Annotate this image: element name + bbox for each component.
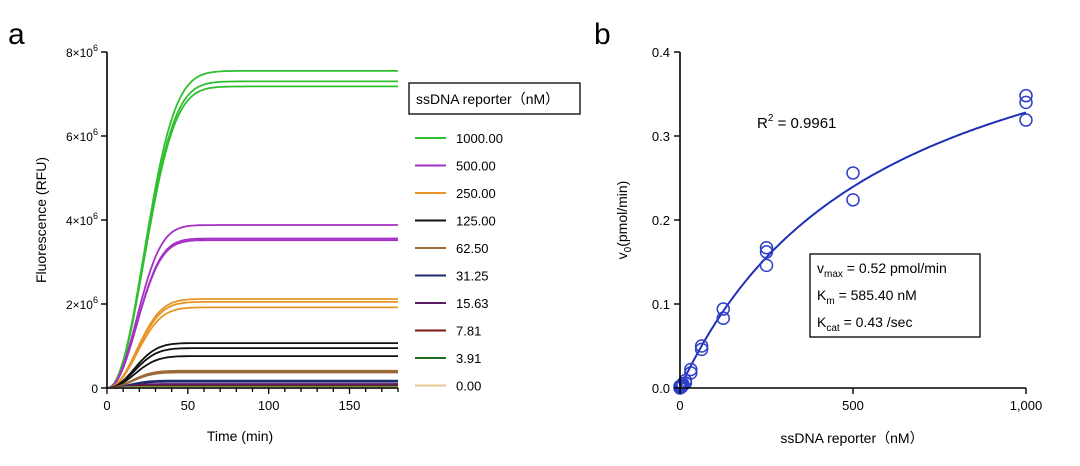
legend-title-box xyxy=(408,82,581,115)
data-point-21 xyxy=(1019,88,1033,103)
legend-label-62.50: 62.50 xyxy=(456,241,489,256)
panel-label-a: a xyxy=(8,18,25,51)
legend-label-250.00: 250.00 xyxy=(456,186,496,201)
y-tick-label: 0.4 xyxy=(652,45,670,60)
x-tick-label: 1,000 xyxy=(1010,398,1043,413)
data-point-8 xyxy=(684,366,698,380)
y-tick-label: 0.1 xyxy=(652,297,670,312)
curve-500.00-rep2 xyxy=(106,237,398,389)
x-tick-label: 500 xyxy=(842,398,864,413)
param-kcat: Kcat = 0.43 /sec xyxy=(817,314,912,334)
x-tick-label: 0 xyxy=(676,398,683,413)
data-point-14 xyxy=(759,258,774,273)
panel-a-x-label: Time (min) xyxy=(207,428,273,444)
panel-a-legend: 1000.00 500.00 250.00 125.00 62.50 31.25 15.63… xyxy=(415,131,503,394)
y-tick-label: 4×106 xyxy=(66,211,98,228)
legend-label-1000.00: 1000.00 xyxy=(456,131,503,146)
param-km: Km = 585.40 nM xyxy=(817,287,917,307)
legend-label-0.00: 0.00 xyxy=(456,379,481,394)
panel-a-y-label: Fluorescence (RFU) xyxy=(33,157,49,283)
michaelis-menten-fit-curve xyxy=(679,111,1027,389)
x-tick-label: 50 xyxy=(181,398,195,413)
curve-250.00-rep3 xyxy=(106,306,398,389)
legend-label-7.81: 7.81 xyxy=(456,324,481,339)
curve-15.63-rep3 xyxy=(107,383,398,389)
legend-label-500.00: 500.00 xyxy=(456,159,496,174)
y-tick-label: 0.2 xyxy=(652,213,670,228)
panel-a-chart: 0 2×106 4×106 6×106 8×106 0 50 100 150 Time (mi… xyxy=(33,43,581,444)
data-point-15 xyxy=(759,245,774,259)
x-tick-label: 0 xyxy=(103,398,110,413)
param-vmax: vmax = 0.52 pmol/min xyxy=(817,260,947,280)
curve-125.00-rep2 xyxy=(106,347,398,389)
data-point-13 xyxy=(716,302,730,316)
x-tick-label: 150 xyxy=(339,398,361,413)
data-point-20 xyxy=(1019,95,1033,110)
legend-label-15.63: 15.63 xyxy=(456,296,489,311)
y-tick-label: 0 xyxy=(91,382,98,396)
curve-250.00-rep1 xyxy=(106,298,398,389)
panel-a-curves xyxy=(106,70,398,389)
y-tick-label: 8×106 xyxy=(66,43,98,60)
kinetic-parameters-box xyxy=(809,253,981,338)
x-tick-label: 100 xyxy=(258,398,280,413)
y-tick-label: 2×106 xyxy=(66,295,98,312)
legend-label-125.00: 125.00 xyxy=(456,214,496,229)
panel-b-chart: 0.0 0.1 0.2 0.3 0.4 0 500 1,000 ssDNA reporter… xyxy=(614,45,1042,446)
panel-b-y-ticks: 0.0 0.1 0.2 0.3 0.4 xyxy=(652,45,680,396)
curve-250.00-rep2 xyxy=(106,301,398,389)
legend-title: ssDNA reporter（nM） xyxy=(416,91,559,107)
panel-b-y-label: v0(pmol/min) xyxy=(614,181,634,260)
panel-b-x-ticks: 0 500 1,000 xyxy=(676,388,1042,413)
curve-31.25-rep3 xyxy=(107,380,398,389)
data-point-10 xyxy=(694,342,709,357)
y-tick-label: 6×106 xyxy=(66,127,98,144)
panel-label-b: b xyxy=(594,18,611,51)
data-point-17 xyxy=(846,193,860,207)
curve-62.50-rep3 xyxy=(106,371,398,389)
legend-label-31.25: 31.25 xyxy=(456,269,489,284)
curve-125.00-rep1 xyxy=(106,342,398,389)
panel-b-points xyxy=(673,88,1033,395)
panel-a-y-ticks: 0 2×106 4×106 6×106 8×106 xyxy=(66,43,107,396)
y-tick-label: 0.0 xyxy=(652,381,670,396)
data-point-11 xyxy=(694,339,709,353)
data-point-16 xyxy=(759,240,774,255)
data-point-9 xyxy=(684,362,698,377)
legend-label-3.91: 3.91 xyxy=(456,351,481,366)
data-point-19 xyxy=(1019,113,1033,127)
curve-1000.00-rep3 xyxy=(106,85,398,389)
curve-500.00-rep3 xyxy=(106,239,398,389)
r-squared-annotation: R2 = 0.9961 xyxy=(757,113,836,132)
curve-1000.00-rep2 xyxy=(106,80,398,389)
curve-500.00-rep1 xyxy=(106,224,398,389)
panel-b-x-label: ssDNA reporter（nM） xyxy=(780,430,923,446)
y-tick-label: 0.3 xyxy=(652,129,670,144)
panel-a-x-ticks: 0 50 100 150 xyxy=(103,388,399,413)
curve-1000.00-rep1 xyxy=(106,70,398,389)
data-point-18 xyxy=(846,166,860,180)
data-point-12 xyxy=(716,311,730,326)
curve-125.00-rep3 xyxy=(106,355,398,389)
